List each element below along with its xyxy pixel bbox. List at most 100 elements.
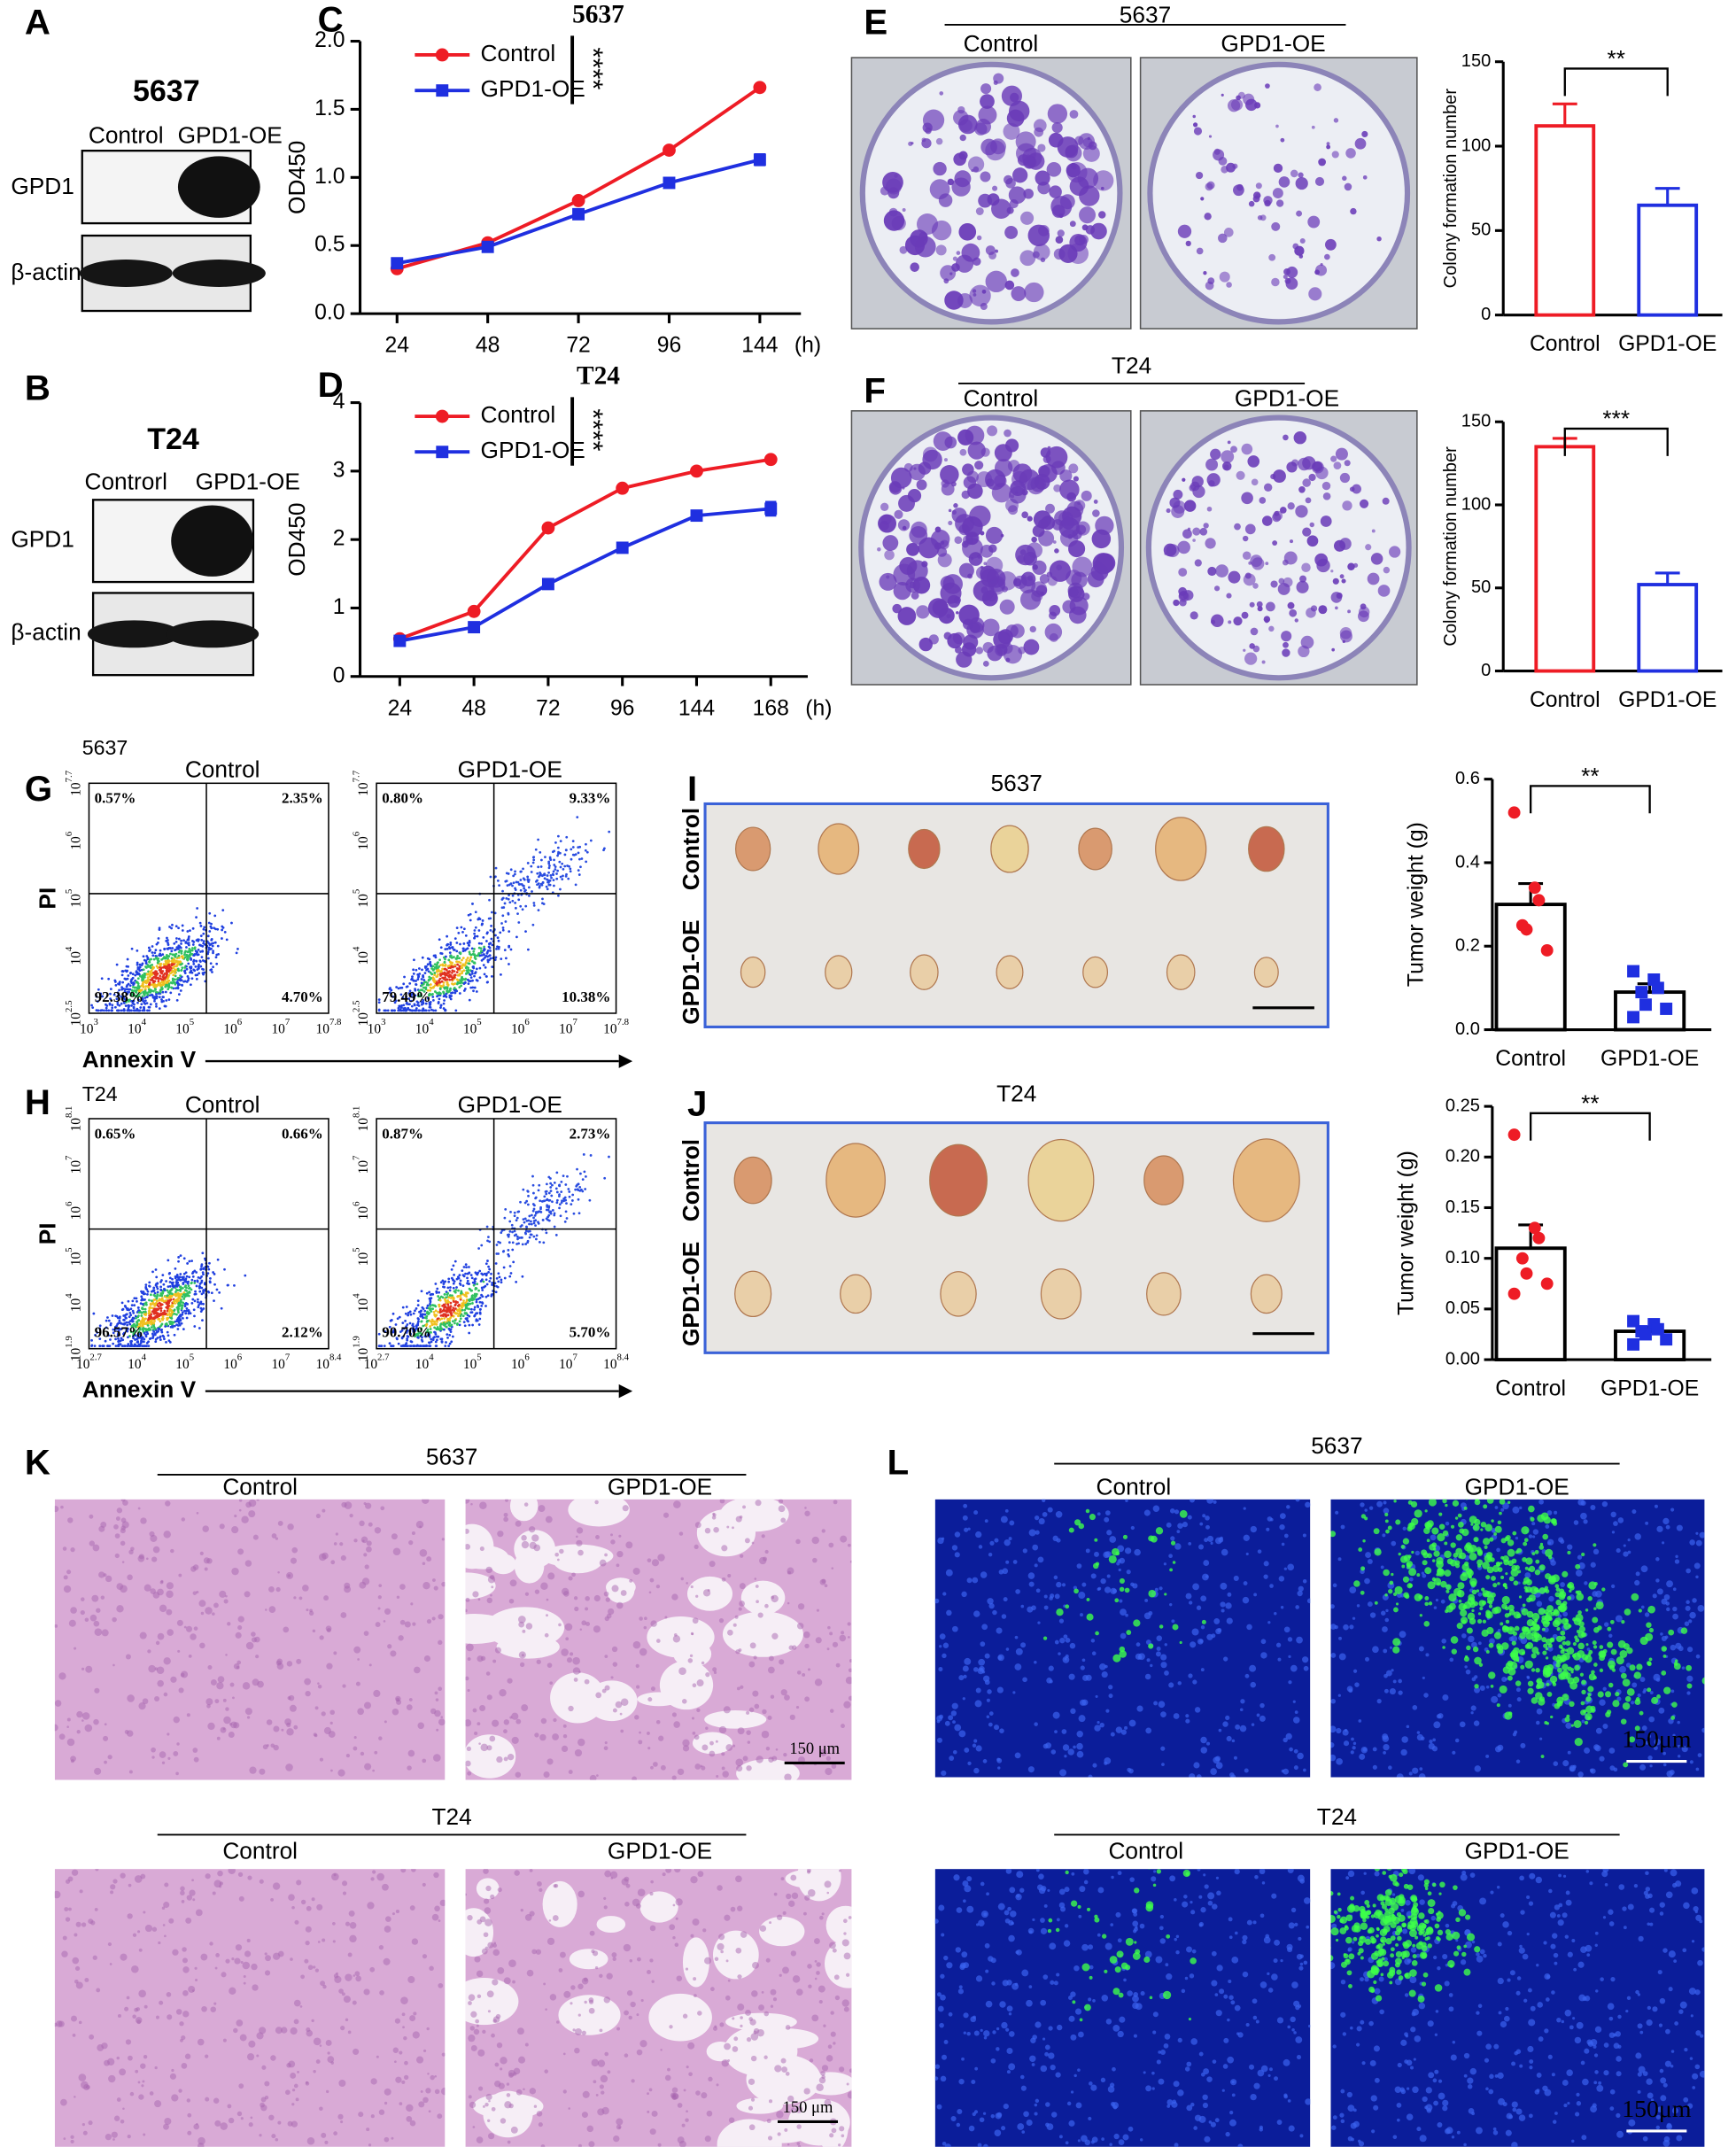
- event: [446, 1299, 449, 1302]
- event: [142, 978, 144, 980]
- event: [212, 949, 214, 952]
- event: [174, 1313, 176, 1315]
- event: [556, 1191, 559, 1194]
- event: [143, 1292, 146, 1295]
- event: [208, 947, 211, 949]
- event: [485, 975, 488, 978]
- event: [215, 956, 218, 958]
- event: [449, 1307, 452, 1310]
- event: [537, 865, 539, 868]
- event: [485, 933, 488, 935]
- event: [462, 948, 465, 950]
- event: [461, 981, 463, 984]
- event: [555, 1201, 558, 1204]
- tumor: [818, 824, 859, 874]
- event: [121, 1302, 124, 1305]
- colony: [1276, 199, 1283, 206]
- nucleus: [305, 1691, 310, 1696]
- event: [567, 1188, 570, 1190]
- event: [473, 1314, 476, 1317]
- event: [566, 864, 569, 867]
- event: [163, 948, 166, 950]
- event: [507, 884, 509, 887]
- event: [514, 1212, 516, 1214]
- event: [472, 965, 475, 968]
- colony: [1004, 430, 1011, 438]
- data-point: [1541, 1277, 1554, 1290]
- colony: [1236, 471, 1245, 480]
- nucleus: [162, 1762, 165, 1764]
- colony: [892, 216, 906, 230]
- event: [422, 1345, 425, 1347]
- event: [432, 987, 435, 989]
- event: [509, 1211, 512, 1213]
- band: [178, 156, 260, 218]
- event: [186, 1317, 189, 1320]
- event: [468, 944, 470, 947]
- colony: [1286, 267, 1298, 278]
- event: [174, 1299, 176, 1302]
- event: [436, 1321, 438, 1323]
- event: [146, 973, 149, 976]
- event: [546, 874, 549, 877]
- event: [127, 958, 129, 961]
- event: [583, 1153, 585, 1156]
- tick-base: 10: [68, 1160, 83, 1174]
- colony: [1368, 573, 1380, 585]
- event: [191, 1272, 194, 1275]
- tumor: [736, 827, 771, 871]
- nucleus: [153, 1592, 160, 1599]
- event: [472, 953, 475, 956]
- nucleus: [102, 1629, 109, 1636]
- event: [92, 1313, 95, 1315]
- event: [511, 1224, 514, 1227]
- event: [417, 1299, 420, 1302]
- nucleus: [205, 1567, 208, 1570]
- event: [524, 1218, 527, 1221]
- lane-label: GPD1-OE: [196, 469, 300, 495]
- tick-exponent: 1.9: [64, 1336, 74, 1348]
- colony: [903, 208, 906, 212]
- colony: [982, 290, 987, 294]
- event: [523, 877, 525, 880]
- event: [424, 1316, 427, 1319]
- event: [174, 956, 177, 958]
- colony: [1302, 527, 1311, 536]
- colony: [1038, 225, 1050, 236]
- event: [503, 1217, 506, 1220]
- nucleus: [138, 1508, 141, 1510]
- colony: [1383, 498, 1390, 505]
- event: [578, 1190, 581, 1192]
- y-tick-label: 1.0: [314, 165, 345, 189]
- marker: [764, 453, 778, 466]
- nucleus: [243, 1682, 250, 1689]
- event: [497, 936, 500, 939]
- event: [511, 885, 514, 887]
- event: [525, 1226, 528, 1229]
- event: [485, 1262, 488, 1265]
- event: [190, 957, 192, 960]
- event: [584, 1188, 586, 1190]
- event: [479, 1313, 482, 1315]
- colony: [988, 252, 996, 260]
- quadrant-percent: 0.57%: [95, 790, 136, 807]
- nucleus: [221, 1727, 227, 1733]
- colony: [1015, 491, 1018, 493]
- event: [508, 1221, 511, 1223]
- colony: [913, 577, 930, 593]
- marker: [753, 81, 766, 94]
- event: [531, 1234, 533, 1236]
- event: [437, 1317, 439, 1320]
- colony: [1019, 577, 1036, 593]
- event: [128, 1300, 130, 1303]
- event: [209, 926, 212, 928]
- colony: [1059, 480, 1080, 500]
- colony: [1166, 508, 1171, 513]
- event: [179, 1275, 182, 1278]
- event: [193, 970, 196, 973]
- event: [165, 1341, 167, 1344]
- event: [588, 1199, 591, 1202]
- event: [533, 1220, 536, 1222]
- event: [484, 1285, 486, 1288]
- event: [446, 1292, 449, 1295]
